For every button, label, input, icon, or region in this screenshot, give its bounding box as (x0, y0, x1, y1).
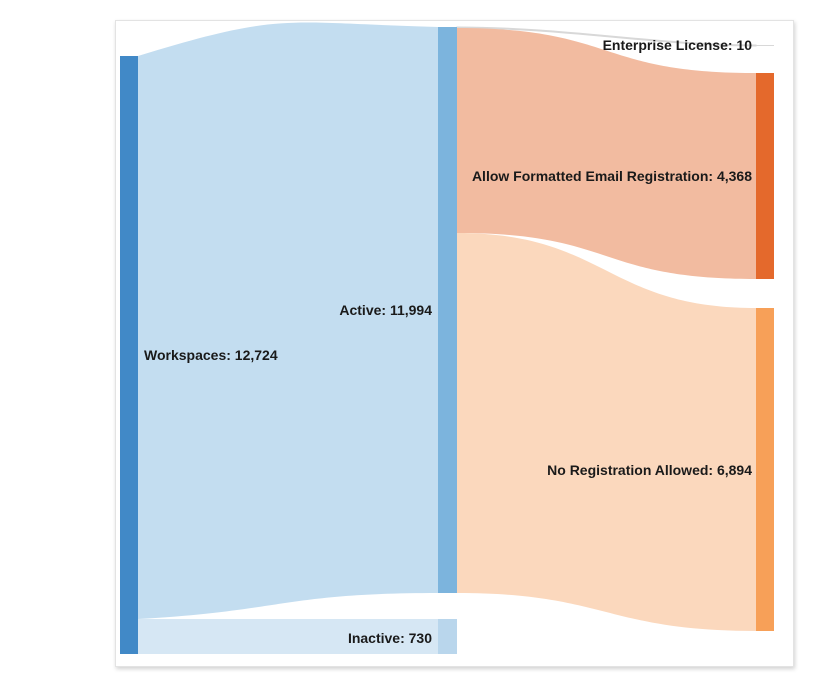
label-no-registration: No Registration Allowed: 6,894 (547, 462, 752, 478)
label-active: Active: 11,994 (339, 302, 432, 318)
link-workspaces-active[interactable] (138, 22, 438, 619)
node-allow-formatted[interactable] (756, 73, 774, 279)
nodes-layer (120, 27, 774, 654)
node-active[interactable] (438, 27, 457, 593)
link-active-allow[interactable] (457, 28, 756, 279)
label-inactive: Inactive: 730 (348, 630, 432, 646)
labels-layer: Workspaces: 12,724 Active: 11,994 Inacti… (144, 37, 752, 646)
sankey-diagram: Workspaces: 12,724 Active: 11,994 Inacti… (120, 22, 774, 654)
node-enterprise[interactable] (756, 45, 774, 46)
sankey-panel: Workspaces: 12,724 Active: 11,994 Inacti… (115, 20, 794, 667)
links-layer (138, 22, 757, 654)
label-allow-formatted: Allow Formatted Email Registration: 4,36… (472, 168, 752, 184)
node-workspaces[interactable] (120, 56, 138, 654)
node-inactive[interactable] (438, 619, 457, 654)
node-no-registration[interactable] (756, 308, 774, 631)
label-workspaces: Workspaces: 12,724 (144, 347, 278, 363)
link-active-none[interactable] (457, 233, 756, 631)
label-enterprise: Enterprise License: 10 (603, 37, 753, 53)
link-workspaces-inactive[interactable] (138, 619, 438, 654)
